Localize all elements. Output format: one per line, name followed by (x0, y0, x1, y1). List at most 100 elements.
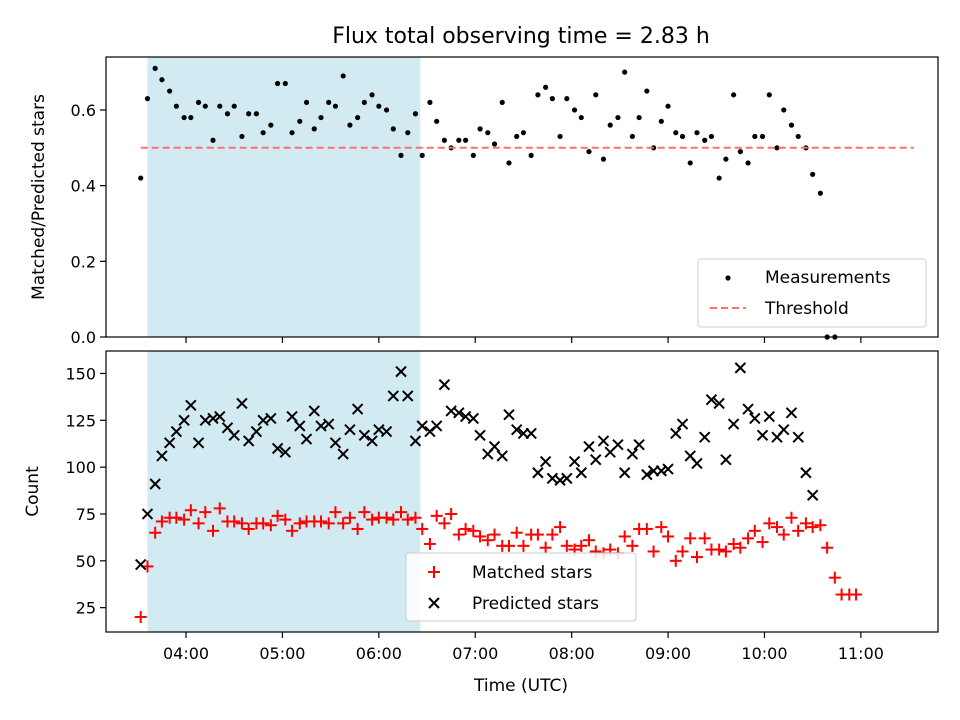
matched-stars-point (351, 522, 364, 535)
measurement-point (340, 73, 346, 79)
chart-title: Flux total observing time = 2.83 h (332, 24, 710, 49)
matched-stars-point (387, 513, 400, 526)
matched-stars-point (380, 511, 393, 524)
matched-stars-point (799, 517, 812, 530)
predicted-stars-point (539, 455, 552, 468)
matched-stars-point (213, 502, 226, 515)
measurement-point (600, 156, 607, 162)
matched-stars-point (828, 571, 841, 584)
predicted-stars-series (134, 362, 819, 571)
measurement-point (326, 99, 332, 106)
measurement-point (470, 152, 476, 158)
predicted-stars-point (568, 455, 581, 468)
measurement-point (795, 133, 801, 140)
predicted-stars-point (271, 442, 284, 455)
ratio-legend: Measurements Threshold (697, 258, 927, 328)
matched-stars-point (662, 530, 675, 543)
predicted-stars-point (242, 435, 255, 447)
measurement-point (463, 137, 469, 143)
predicted-stars-point (170, 425, 183, 438)
matched-stars-point (618, 530, 631, 543)
ratio-panel: 0.0 0.2 0.4 0.6 Matched/Predicted stars Mea… (29, 56, 939, 347)
measurement-point (622, 69, 628, 75)
predicted-stars-point (265, 412, 277, 425)
measurement-point (499, 99, 505, 106)
predicted-stars-point (496, 450, 508, 462)
matched-stars-point (192, 517, 205, 530)
predicted-stars-point (590, 453, 602, 466)
y-tick-label: 100 (65, 458, 96, 477)
predicted-stars-point (453, 407, 465, 419)
measurement-point (766, 92, 772, 98)
predicted-stars-point (691, 457, 703, 470)
measurement-point (427, 99, 433, 106)
predicted-stars-point (185, 399, 197, 412)
y-tick-label: 0.0 (71, 328, 96, 347)
ratio-y-axis-label: Matched/Predicted stars (29, 94, 49, 300)
matched-stars-point (546, 528, 559, 541)
measurement-point (615, 114, 621, 121)
x-tick-label: 04:00 (163, 644, 209, 663)
measurement-point (275, 80, 281, 87)
measurement-point (477, 126, 483, 132)
matched-stars-point (554, 521, 567, 534)
measurement-point (723, 156, 729, 162)
matched-stars-point (170, 511, 183, 524)
predicted-stars-point (141, 508, 154, 520)
predicted-stars-point (676, 418, 689, 430)
matched-stars-point (235, 517, 248, 530)
count-legend: Matched stars Predicted stars (405, 552, 637, 622)
predicted-stars-point (337, 448, 349, 460)
matched-stars-point (756, 536, 769, 549)
predicted-stars-point (612, 438, 624, 451)
measurement-point (593, 92, 599, 98)
matched-stars-point (626, 539, 639, 552)
count-panel: 25 50 75 100 125 150 04:00 05:00 06:00 07:00 08:0… (23, 350, 939, 696)
predicted-stars-point (778, 423, 790, 436)
matched-stars-point (452, 528, 465, 541)
matched-stars-point (770, 521, 783, 534)
predicted-stars-point (344, 423, 356, 436)
measurement-point (745, 160, 751, 166)
measurement-point (289, 130, 295, 136)
predicted-stars-point (618, 467, 631, 479)
matched-stars-point (531, 528, 544, 541)
matched-stars-point (430, 509, 443, 522)
legend-predicted-label: Predicted stars (472, 594, 599, 614)
matched-stars-point (502, 539, 515, 552)
predicted-stars-point (286, 410, 298, 423)
matched-stars-point (777, 528, 790, 541)
matched-stars-point (459, 522, 472, 535)
measurement-point (181, 114, 187, 121)
measurement-point (586, 148, 592, 155)
matched-stars-point (395, 506, 408, 519)
x-axis-label: Time (UTC) (473, 676, 568, 696)
matched-stars-point (814, 519, 827, 532)
predicted-stars-point (525, 427, 537, 440)
matched-stars-point (467, 524, 480, 537)
y-tick-label: 0.4 (71, 177, 96, 196)
measurement-point (188, 114, 194, 121)
measurement-point (543, 84, 549, 90)
matched-stars-point (314, 515, 327, 528)
measurement-point (564, 96, 570, 102)
predicted-stars-point (756, 429, 769, 442)
predicted-stars-point (250, 425, 263, 438)
measurement-point (239, 133, 245, 140)
predicted-stars-point (633, 438, 645, 451)
measurement-point (665, 103, 671, 109)
measurement-point (195, 99, 202, 106)
measurement-point (520, 130, 527, 136)
predicted-stars-point (416, 420, 428, 432)
predicted-stars-point (713, 397, 725, 410)
measurement-point (152, 65, 158, 71)
measurement-point (376, 103, 382, 109)
measurements-series (138, 65, 838, 340)
predicted-stars-point (792, 431, 804, 443)
matched-stars-point (178, 513, 191, 526)
measurement-point (412, 111, 419, 117)
matched-stars-point (416, 522, 429, 535)
count-y-axis-label: Count (23, 466, 43, 517)
predicted-stars-point (583, 440, 595, 453)
matched-stars-point (293, 517, 306, 530)
